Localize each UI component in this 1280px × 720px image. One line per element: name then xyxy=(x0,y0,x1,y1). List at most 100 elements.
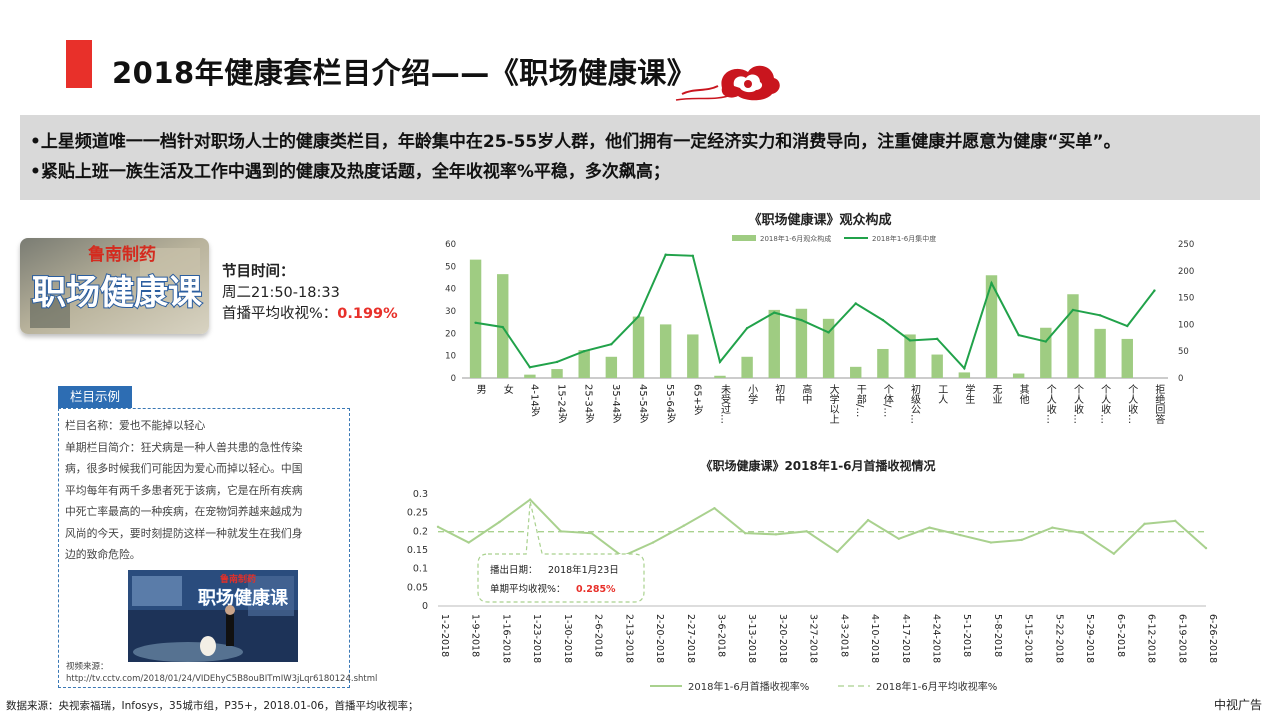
bar xyxy=(1121,338,1133,378)
x-tick-label: 学生 xyxy=(963,383,975,404)
program-logo-image: 鲁南制药 职场健康课 xyxy=(20,238,209,334)
bar xyxy=(931,354,943,378)
example-box: 栏目名称：爱也不能掉以轻心 单期栏目简介：狂犬病是一种人兽共患的急性传染 病，很… xyxy=(58,408,350,688)
example-tag: 栏目示例 xyxy=(58,386,132,408)
line-point xyxy=(501,325,504,329)
line-point xyxy=(935,337,939,341)
line-point xyxy=(1098,314,1102,317)
ratings-point xyxy=(744,532,747,535)
legend-label-ratings: 2018年1-6月首播收视率% xyxy=(688,680,809,693)
logo-program-text: 职场健康课 xyxy=(32,273,203,313)
legend-label-line: 2018年1-6月集中度 xyxy=(872,234,936,243)
time-label: 节目时间： xyxy=(222,264,295,280)
line-point xyxy=(908,339,912,342)
bar xyxy=(850,366,862,378)
x-tick-label: 2-20-2018 xyxy=(654,614,665,663)
y-right-tick-label: 0 xyxy=(1178,374,1183,384)
bar xyxy=(877,348,889,378)
ratings-point xyxy=(1081,532,1085,535)
bar xyxy=(741,356,753,378)
bar xyxy=(1067,294,1079,378)
ratings-point xyxy=(1020,538,1023,542)
y-right-tick-label: 200 xyxy=(1178,267,1194,277)
bar xyxy=(1012,373,1025,378)
x-tick-label: 4-10-2018 xyxy=(869,614,880,663)
ratings-point xyxy=(774,533,778,536)
y-tick-label: 0 xyxy=(422,601,428,612)
example-name: 栏目名称：爱也不能掉以轻心 xyxy=(65,419,206,432)
intro-line-1: •上星频道唯一一档针对职场人士的健康类栏目，年龄集中在25-55岁人群，他们拥有… xyxy=(30,132,1121,152)
x-tick-label: 1-23-2018 xyxy=(531,614,542,663)
line-point xyxy=(691,254,695,257)
y-right-tick-label: 250 xyxy=(1178,240,1194,250)
line-point xyxy=(664,253,667,256)
ratings-point xyxy=(1204,546,1208,550)
x-tick-label: 男 xyxy=(474,384,486,395)
bar xyxy=(1040,327,1052,378)
x-tick-label: 1-2-2018 xyxy=(439,614,450,657)
line-point xyxy=(827,331,830,334)
x-tick-label: 25-34岁 xyxy=(583,384,595,424)
bar xyxy=(1094,328,1106,378)
example-intro-line: 平均每年有两千多患者死于该病，它是在所有疾病 xyxy=(65,483,303,497)
y-left-tick-label: 10 xyxy=(445,352,456,362)
ratings-point xyxy=(682,524,685,527)
bar xyxy=(687,334,699,378)
intro-line-2: •紧贴上班一族生活及工作中遇到的健康及热度话题，全年收视率%平稳，多次飙高； xyxy=(30,162,670,182)
ratings-point xyxy=(897,537,900,540)
callout-box xyxy=(477,501,645,603)
y-tick-label: 0.3 xyxy=(413,489,428,500)
x-tick-label: 15-24岁 xyxy=(556,384,568,424)
x-tick-label: 未受过… xyxy=(718,384,730,424)
bar xyxy=(469,259,482,378)
video-source-link[interactable]: http://tv.cctv.com/2018/01/24/VIDEhyC5B8… xyxy=(66,674,378,684)
x-tick-label: 3-13-2018 xyxy=(746,614,757,663)
line-point xyxy=(1153,289,1156,292)
x-tick-label: 女 xyxy=(501,383,513,395)
data-source-note: 数据来源：央视索福瑞，Infosys，35城市组，P35+，2018.01-06… xyxy=(6,700,419,712)
y-left-tick-label: 60 xyxy=(445,240,456,250)
y-left-tick-label: 40 xyxy=(445,285,456,295)
x-tick-label: 3-20-2018 xyxy=(777,614,788,663)
chart-title: 《职场健康课》观众构成 xyxy=(748,212,891,228)
x-tick-label: 2-27-2018 xyxy=(685,614,696,663)
line-point xyxy=(610,343,613,346)
line-point xyxy=(555,360,559,364)
ratings-point xyxy=(928,526,931,529)
ratings-line-chart: 《职场健康课》2018年1-6月首播收视情况 0 0.05 0.1 0.15 0.2 0.2… xyxy=(407,458,1218,693)
ratings-point xyxy=(1051,526,1054,529)
example-logo-sponsor: 鲁南制药 xyxy=(220,573,256,585)
ratings-point xyxy=(836,550,839,554)
ratings-point xyxy=(1143,522,1146,526)
x-tick-label: 个人收… xyxy=(1071,384,1083,424)
x-tick-label: 3-27-2018 xyxy=(808,614,819,663)
video-source-label: 视频来源： xyxy=(66,662,109,672)
x-tick-label: 55-64岁 xyxy=(664,384,676,424)
ratings-point xyxy=(713,506,716,510)
x-tick-label: 拒绝回答 xyxy=(1153,383,1165,425)
ratings-point xyxy=(651,541,655,544)
ratings-point xyxy=(989,541,993,544)
line-point xyxy=(582,350,586,353)
line-point xyxy=(800,318,803,322)
line-point xyxy=(1071,308,1075,312)
y-left-tick-label: 0 xyxy=(451,374,456,384)
x-tick-label: 65+岁 xyxy=(691,384,703,416)
ratings-point xyxy=(528,498,532,501)
x-tick-label: 初级公… xyxy=(909,383,921,424)
x-tick-label: 4-24-2018 xyxy=(931,614,942,663)
avg-rating-row: 首播平均收视%：0.199% xyxy=(222,304,398,325)
line-point xyxy=(854,302,857,305)
y-right-tick-label: 50 xyxy=(1178,347,1189,357)
example-logo-text: 职场健康课 xyxy=(198,587,289,609)
bar xyxy=(578,350,590,378)
x-tick-label: 3-6-2018 xyxy=(715,614,726,657)
x-tick-label: 干部/… xyxy=(854,384,866,417)
page-title: 2018年健康套栏目介绍——《职场健康课》 xyxy=(112,56,697,90)
x-tick-label: 2-6-2018 xyxy=(593,614,604,657)
x-tick-label: 35-44岁 xyxy=(610,384,622,424)
bar xyxy=(524,374,536,378)
y-right-tick-label: 150 xyxy=(1178,294,1194,304)
x-tick-label: 小学 xyxy=(746,384,758,404)
x-tick-label: 6-19-2018 xyxy=(1176,614,1187,663)
